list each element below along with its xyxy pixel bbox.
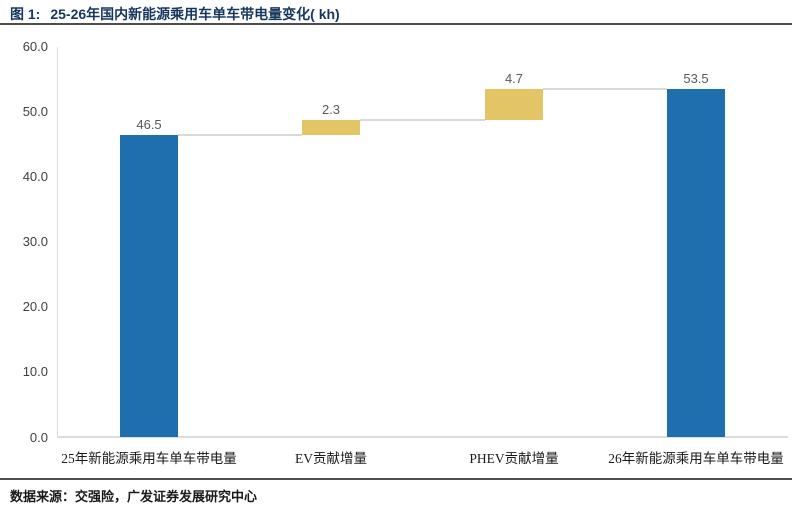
y-axis-label: 40.0 bbox=[22, 169, 48, 185]
y-axis-label: 10.0 bbox=[22, 364, 48, 380]
figure-title: 25-26年国内新能源乘用车单车带电量变化( kh) bbox=[50, 6, 340, 22]
y-axis-label: 30.0 bbox=[22, 234, 48, 250]
waterfall-connector-line bbox=[543, 88, 667, 91]
y-axis-label: 50.0 bbox=[22, 104, 48, 120]
x-axis-category-label: 25年新能源乘用车单车带电量 bbox=[61, 451, 237, 466]
footer-divider-line bbox=[0, 478, 792, 480]
waterfall-connector-line bbox=[360, 118, 485, 121]
y-axis-label: 20.0 bbox=[22, 299, 48, 315]
waterfall-bar bbox=[302, 119, 360, 135]
waterfall-chart: 0.0 10.0 20.0 30.0 40.0 50.0 60.0 46.5 25年新能源乘用车… bbox=[22, 39, 788, 466]
bar-value-label: 46.5 bbox=[136, 116, 162, 132]
figure-title-row: 图 1: 25-26年国内新能源乘用车单车带电量变化( kh) bbox=[10, 4, 790, 24]
waterfall-bar bbox=[667, 89, 725, 438]
x-axis-category-label: 26年新能源乘用车单车带电量 bbox=[608, 451, 784, 466]
y-axis-label: 0.0 bbox=[29, 429, 48, 445]
waterfall-bar bbox=[485, 89, 543, 120]
waterfall-connector-line bbox=[178, 133, 302, 136]
title-divider-line bbox=[0, 23, 792, 25]
data-source-text: 数据来源：交强险，广发证券发展研究中心 bbox=[10, 489, 258, 504]
y-axis-label: 60.0 bbox=[22, 39, 48, 54]
bar-value-label: 53.5 bbox=[683, 71, 709, 87]
bar-value-label: 4.7 bbox=[504, 71, 524, 87]
x-axis-category-label: PHEV贡献增量 bbox=[469, 451, 559, 466]
x-axis-line bbox=[57, 436, 788, 438]
y-axis-line bbox=[57, 47, 58, 438]
waterfall-bar bbox=[120, 134, 178, 438]
figure-number-label: 图 1: bbox=[10, 6, 41, 22]
x-axis-category-label: EV贡献增量 bbox=[295, 451, 367, 466]
bar-value-label: 2.3 bbox=[321, 101, 341, 117]
